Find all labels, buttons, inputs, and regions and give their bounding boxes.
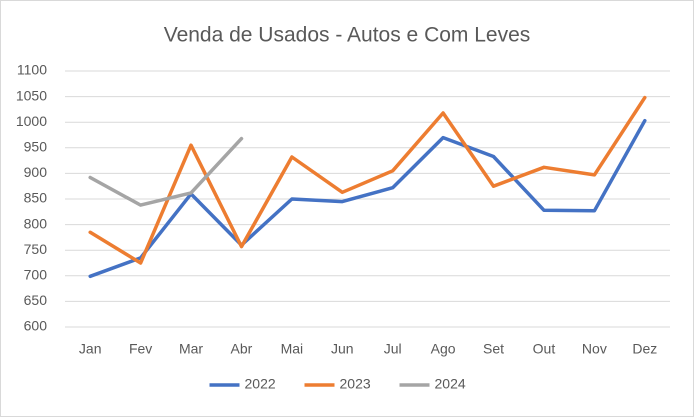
y-tick-label: 600 [24, 318, 48, 334]
series-line [88, 118, 647, 279]
x-tick-label: Mar [179, 341, 203, 357]
x-tick-label: Fev [129, 341, 152, 357]
x-tick-label: Jun [331, 341, 354, 357]
y-tick-label: 700 [24, 267, 48, 283]
legend-label: 2024 [435, 376, 466, 392]
x-tick-label: Out [533, 341, 556, 357]
x-tick-label: Jan [79, 341, 102, 357]
x-tick-label: Mai [281, 341, 304, 357]
legend-label: 2022 [245, 376, 276, 392]
y-tick-label: 950 [24, 139, 48, 155]
y-tick-label: 850 [24, 190, 48, 206]
y-tick-label: 650 [24, 292, 48, 308]
x-tick-label: Jul [384, 341, 402, 357]
y-tick-label: 1000 [16, 113, 47, 129]
x-tick-label: Set [483, 341, 504, 357]
chart-title: Venda de Usados - Autos e Com Leves [164, 24, 531, 47]
x-tick-label: Nov [582, 341, 607, 357]
series-line [88, 136, 244, 207]
y-tick-label: 750 [24, 241, 48, 257]
y-tick-label: 900 [24, 164, 48, 180]
x-tick-label: Ago [431, 341, 456, 357]
legend-label: 2023 [340, 376, 371, 392]
y-tick-label: 1050 [16, 87, 47, 103]
y-tick-label: 1100 [17, 62, 47, 78]
y-tick-label: 800 [24, 215, 48, 231]
x-tick-label: Abr [231, 341, 253, 357]
x-tick-label: Dez [632, 341, 657, 357]
series-line [88, 95, 647, 265]
